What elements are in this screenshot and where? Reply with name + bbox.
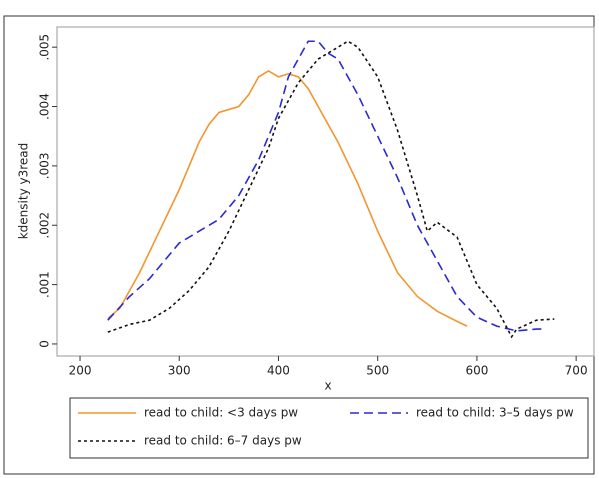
legend-label: read to child: <3 days pw	[144, 406, 298, 420]
y-axis-label: kdensity y3read	[17, 143, 31, 240]
x-tick-label: 200	[69, 364, 92, 378]
density-line	[107, 40, 547, 332]
y-tick-label: .002	[38, 212, 52, 239]
x-tick-label: 300	[168, 364, 191, 378]
x-tick-label: 500	[366, 364, 389, 378]
y-tick-label: .003	[38, 153, 52, 180]
x-tick-label: 600	[465, 364, 488, 378]
y-tick-label: .005	[38, 34, 52, 61]
density-line	[107, 40, 555, 339]
y-tick-label: .004	[38, 93, 52, 120]
legend-box	[69, 397, 589, 459]
y-tick-label: .001	[38, 271, 52, 298]
x-tick-label: 400	[267, 364, 290, 378]
density-line	[107, 69, 468, 327]
plot-frame	[56, 26, 595, 357]
legend-label: read to child: 6–7 days pw	[144, 434, 302, 448]
legend-label: read to child: 3–5 days pw	[416, 406, 574, 420]
x-tick-label: 700	[565, 364, 588, 378]
x-axis-label: x	[324, 379, 331, 393]
y-tick-label: 0	[38, 340, 52, 348]
